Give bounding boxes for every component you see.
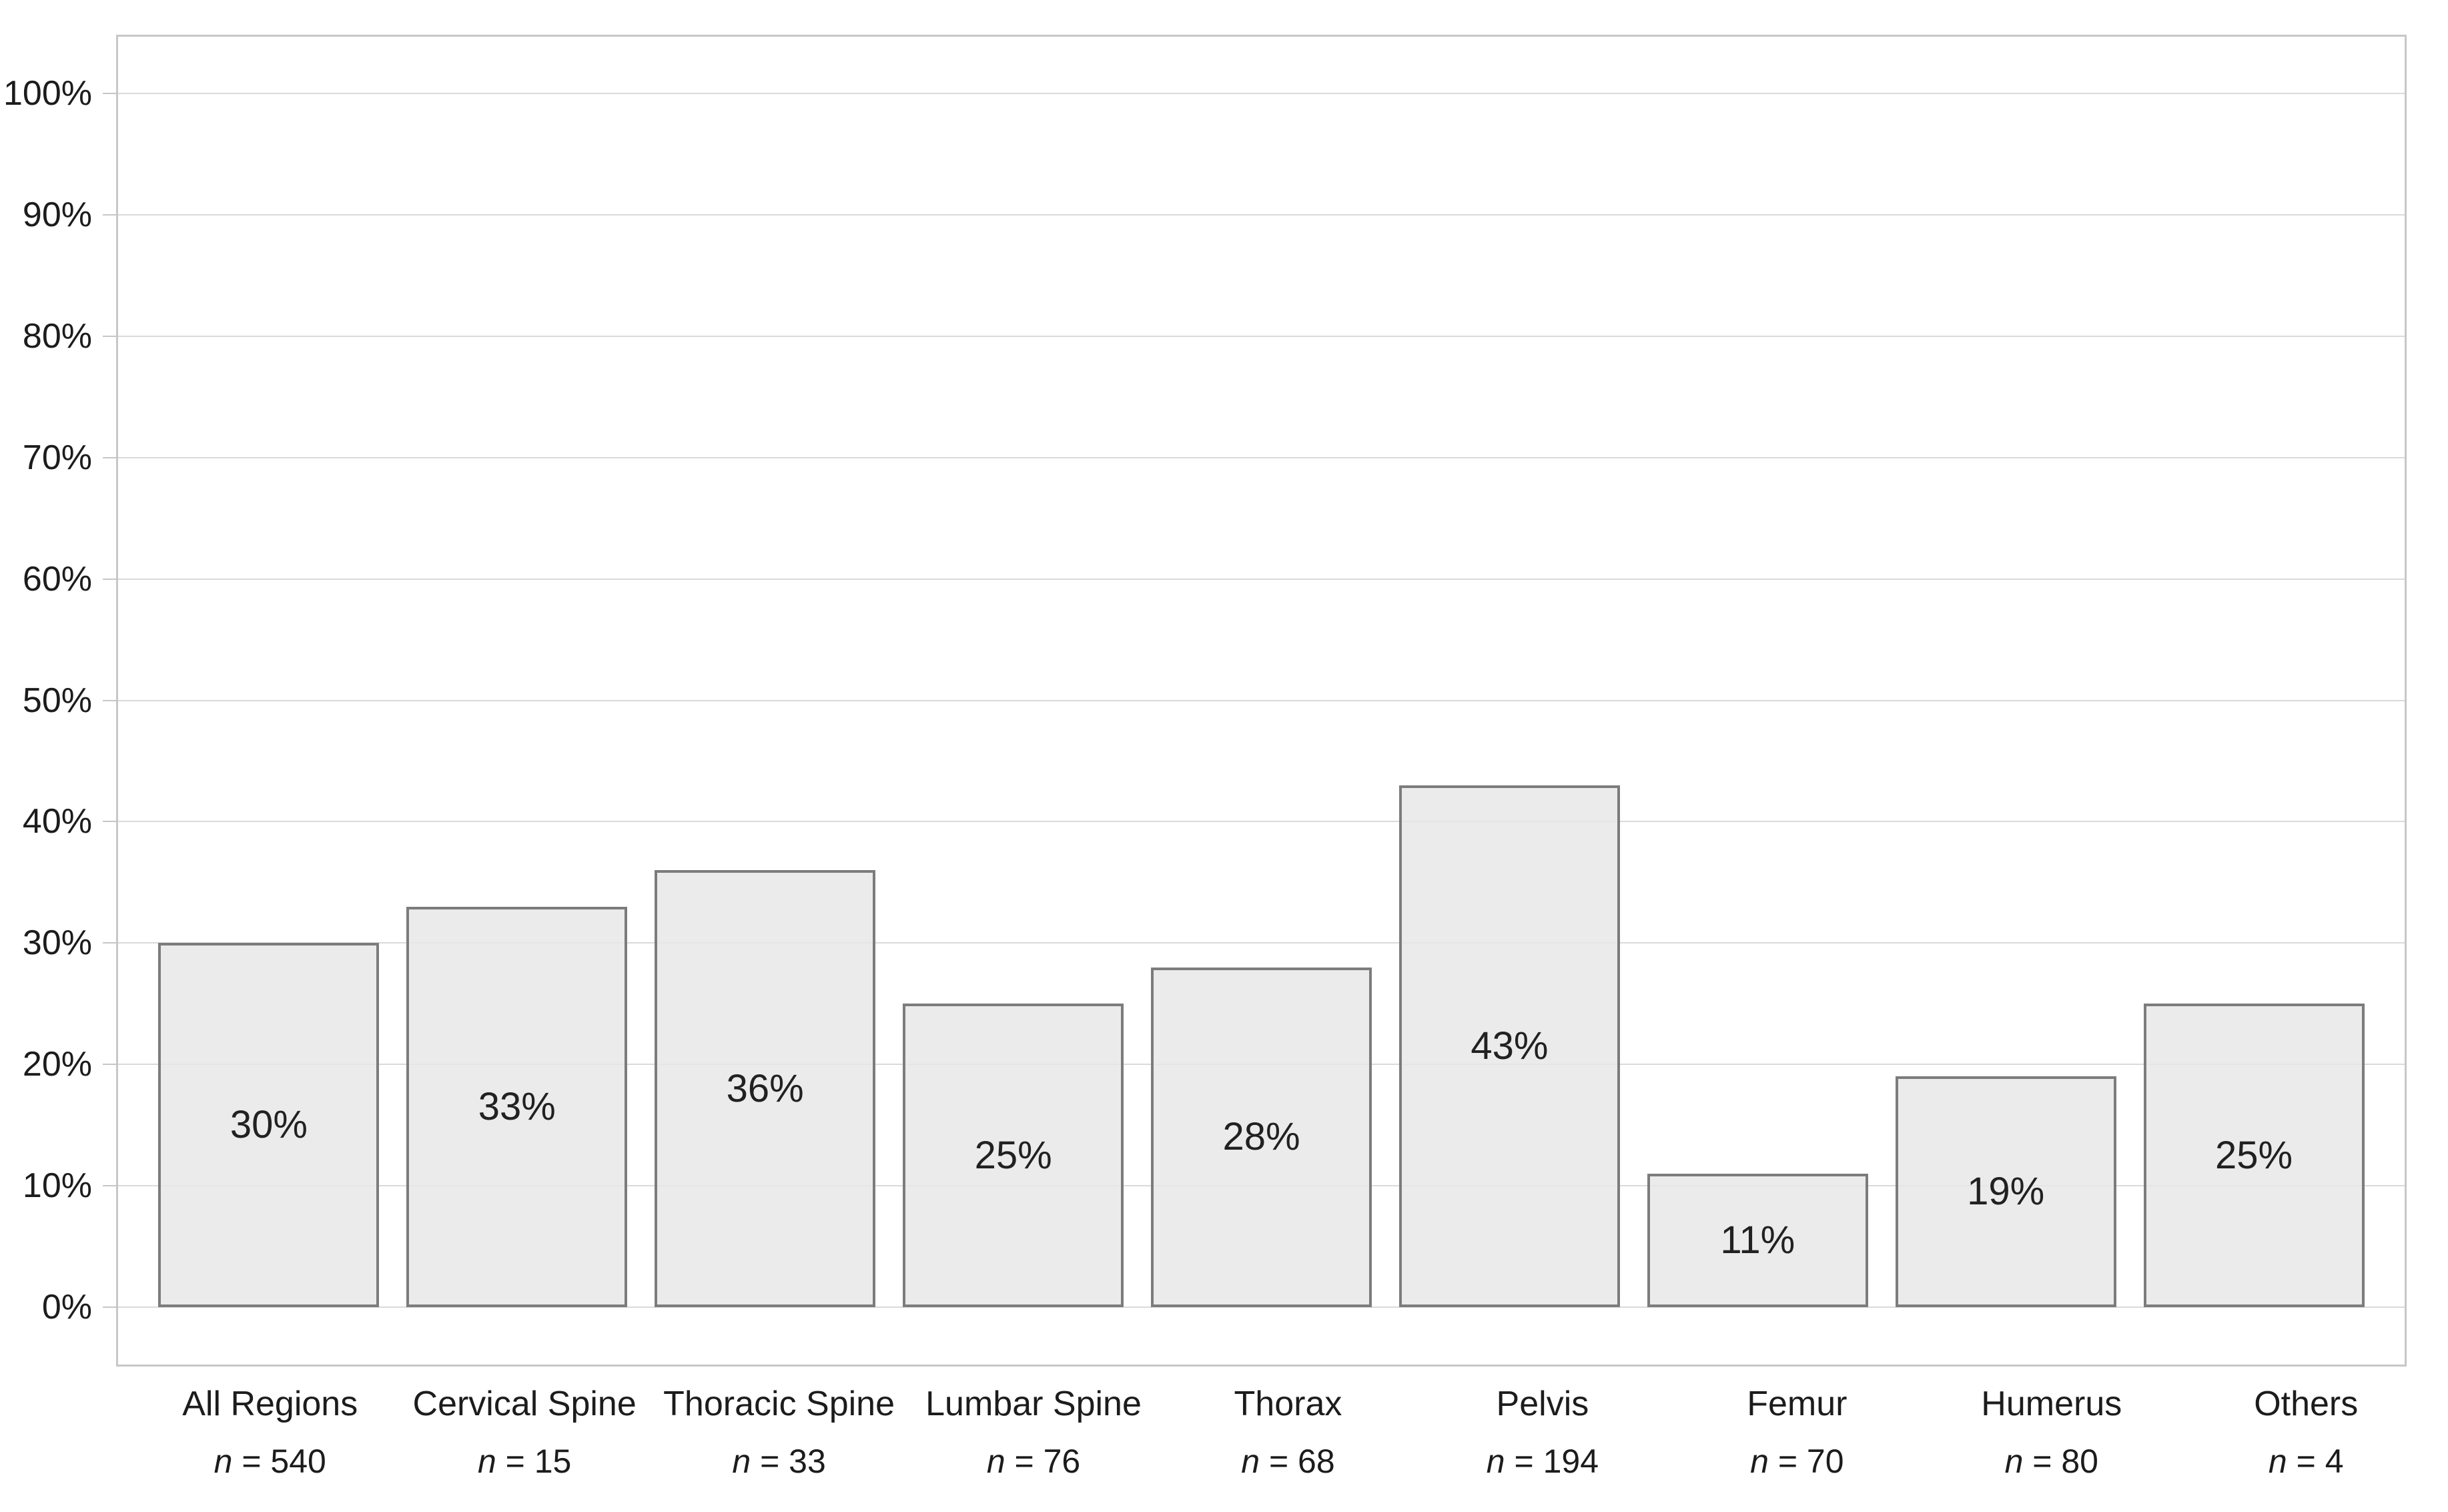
y-axis-label-100%: 100%	[3, 74, 92, 113]
y-axis-tick	[103, 93, 116, 94]
category-label-cervical-spine: Cervical Spine	[412, 1385, 637, 1423]
bar-thoracic-spine: 36%	[655, 870, 876, 1307]
sample-size-label-femur: n = 70	[1670, 1441, 1924, 1481]
n-value: = 76	[1005, 1443, 1081, 1480]
bar-value-label: 36%	[726, 1066, 804, 1110]
y-axis-label-70%: 70%	[22, 438, 92, 477]
y-axis-tick	[103, 578, 116, 580]
sample-size-label-thorax: n = 68	[1161, 1441, 1415, 1481]
bar-slot-others: 25%	[2130, 93, 2378, 1307]
y-axis-label-80%: 80%	[22, 316, 92, 356]
y-axis-label-30%: 30%	[22, 923, 92, 963]
y-axis-tick	[103, 335, 116, 337]
y-axis-tick	[103, 699, 116, 701]
bar-cervical-spine: 33%	[406, 906, 628, 1307]
bar-slot-all-regions: 30%	[145, 93, 393, 1307]
bar-pelvis: 43%	[1398, 785, 1620, 1307]
gridline-30%	[118, 942, 2405, 944]
category-label-femur: Femur	[1747, 1385, 1848, 1423]
n-value: = 540	[232, 1443, 326, 1480]
plot-area: 30% 33% 36% 25% 28% 43% 11% 19% 25%	[116, 35, 2407, 1367]
bar-slot-cervical-spine: 33%	[393, 93, 641, 1307]
bar-slot-thorax: 28%	[1138, 93, 1386, 1307]
bar-value-label: 25%	[2215, 1133, 2293, 1177]
n-value: = 80	[2023, 1443, 2098, 1480]
y-axis-label-0%: 0%	[41, 1288, 92, 1327]
bar-value-label: 28%	[1222, 1115, 1300, 1159]
y-axis-label-90%: 90%	[22, 195, 92, 234]
y-axis-tick	[103, 1306, 116, 1308]
y-axis-tick	[103, 821, 116, 823]
bar-slot-humerus: 19%	[1882, 93, 2130, 1307]
gridline-60%	[118, 578, 2405, 580]
n-value: = 70	[1768, 1443, 1844, 1480]
x-axis-sample-size-labels: n = 540 n = 15 n = 33 n = 76 n = 68 n = 194 n …	[116, 1441, 2448, 1481]
gridline-50%	[118, 699, 2405, 701]
n-symbol: n	[477, 1443, 496, 1480]
bar-slot-lumbar-spine: 25%	[889, 93, 1138, 1307]
y-axis-tick	[103, 1064, 116, 1066]
sample-size-label-pelvis: n = 194	[1415, 1441, 1669, 1481]
gridline-90%	[118, 214, 2405, 216]
category-label-humerus: Humerus	[1981, 1385, 2122, 1423]
n-symbol: n	[1241, 1443, 1260, 1480]
bar-others: 25%	[2143, 1004, 2365, 1307]
bars-row: 30% 33% 36% 25% 28% 43% 11% 19% 25%	[118, 93, 2405, 1307]
y-axis-tick	[103, 1185, 116, 1187]
y-axis-label-50%: 50%	[22, 681, 92, 720]
bar-value-label: 19%	[1967, 1170, 2045, 1214]
n-symbol: n	[1750, 1443, 1769, 1480]
gridline-70%	[118, 456, 2405, 458]
x-axis-category-labels: All Regions Cervical Spine Thoracic Spine L…	[116, 1383, 2448, 1425]
category-label-thoracic-spine: Thoracic Spine	[663, 1385, 895, 1423]
category-label-all-regions: All Regions	[182, 1385, 358, 1423]
n-symbol: n	[214, 1443, 233, 1480]
gridline-40%	[118, 821, 2405, 823]
bar-value-label: 33%	[478, 1084, 556, 1128]
n-symbol: n	[986, 1443, 1005, 1480]
y-axis-tick	[103, 942, 116, 944]
sample-size-label-cervical-spine: n = 15	[397, 1441, 651, 1481]
n-value: = 33	[751, 1443, 826, 1480]
category-label-thorax: Thorax	[1234, 1385, 1342, 1423]
sample-size-label-others: n = 4	[2179, 1441, 2433, 1481]
n-value: = 194	[1505, 1443, 1599, 1480]
bar-value-label: 11%	[1720, 1218, 1795, 1262]
category-label-lumbar-spine: Lumbar Spine	[925, 1385, 1142, 1423]
gridline-100%	[118, 93, 2405, 94]
bar-thorax: 28%	[1151, 967, 1372, 1307]
n-symbol: n	[732, 1443, 751, 1480]
n-value: = 15	[496, 1443, 572, 1480]
bar-value-label: 25%	[974, 1133, 1052, 1177]
y-axis-tick	[103, 214, 116, 216]
y-axis-label-60%: 60%	[22, 559, 92, 599]
y-axis-label-40%: 40%	[22, 802, 92, 841]
gridline-0%	[118, 1306, 2405, 1308]
bar-value-label: 30%	[230, 1103, 308, 1147]
n-symbol: n	[1486, 1443, 1505, 1480]
sample-size-label-humerus: n = 80	[1924, 1441, 2178, 1481]
bar-value-label: 43%	[1471, 1024, 1549, 1068]
y-axis-label-20%: 20%	[22, 1045, 92, 1084]
n-value: = 4	[2287, 1443, 2344, 1480]
category-label-others: Others	[2254, 1385, 2359, 1423]
y-axis-label-10%: 10%	[22, 1166, 92, 1206]
sample-size-label-thoracic-spine: n = 33	[652, 1441, 906, 1481]
n-symbol: n	[2004, 1443, 2024, 1480]
gridline-80%	[118, 335, 2405, 337]
bar-lumbar-spine: 25%	[903, 1004, 1124, 1307]
n-symbol: n	[2268, 1443, 2287, 1480]
n-value: = 68	[1260, 1443, 1335, 1480]
sample-size-label-all-regions: n = 540	[143, 1441, 397, 1481]
bar-all-regions: 30%	[158, 943, 380, 1307]
bar-femur: 11%	[1647, 1173, 1868, 1307]
bar-humerus: 19%	[1895, 1076, 2116, 1307]
category-label-pelvis: Pelvis	[1496, 1385, 1589, 1423]
bar-slot-thoracic-spine: 36%	[641, 93, 889, 1307]
sample-size-label-lumbar-spine: n = 76	[906, 1441, 1160, 1481]
bar-slot-femur: 11%	[1633, 93, 1882, 1307]
y-axis-tick	[103, 456, 116, 458]
bar-slot-pelvis: 43%	[1385, 93, 1633, 1307]
